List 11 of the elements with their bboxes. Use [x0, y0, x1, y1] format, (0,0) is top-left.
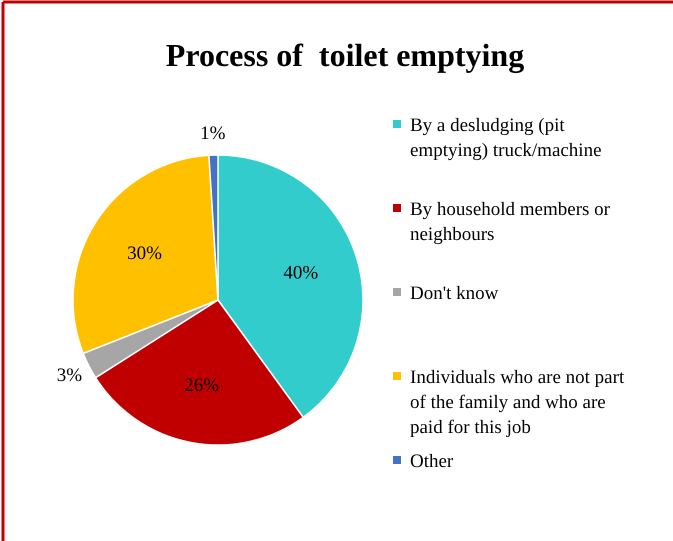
data-label: 30%: [127, 242, 162, 264]
legend-label: Don't know: [410, 282, 499, 304]
legend-label: Individuals who are not part of the family and who are paid for this job: [410, 366, 625, 438]
chart-title: Process of toilet emptying: [166, 37, 524, 74]
data-label: 26%: [184, 374, 220, 396]
data-label: 3%: [56, 365, 82, 386]
legend-label: Other: [410, 450, 454, 472]
legend-label: By household members or neighbours: [410, 198, 611, 244]
legend-label: By a desludging (pit emptying) truck/machine: [410, 114, 602, 160]
data-label: 1%: [200, 122, 226, 144]
data-label: 40%: [283, 262, 318, 284]
